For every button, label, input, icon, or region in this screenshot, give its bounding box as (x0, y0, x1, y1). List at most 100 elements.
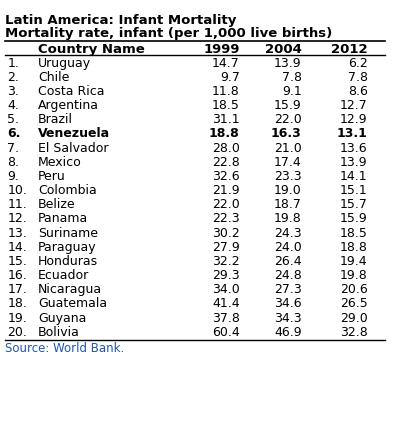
Text: 13.: 13. (7, 227, 27, 240)
Text: 17.4: 17.4 (273, 156, 301, 169)
Text: 19.8: 19.8 (339, 269, 367, 282)
Text: 6.: 6. (7, 127, 21, 140)
Text: 13.6: 13.6 (339, 142, 367, 155)
Text: 34.6: 34.6 (273, 298, 301, 311)
Text: 29.3: 29.3 (211, 269, 239, 282)
Text: 30.2: 30.2 (211, 227, 239, 240)
Text: Peru: Peru (38, 170, 66, 183)
Text: Costa Rica: Costa Rica (38, 85, 104, 98)
Text: 31.1: 31.1 (211, 113, 239, 126)
Text: Venezuela: Venezuela (38, 127, 110, 140)
Text: 22.0: 22.0 (211, 198, 239, 211)
Text: 18.8: 18.8 (209, 127, 239, 140)
Text: Belize: Belize (38, 198, 76, 211)
Text: 20.6: 20.6 (339, 283, 367, 296)
Text: 29.0: 29.0 (339, 311, 367, 324)
Text: 46.9: 46.9 (273, 326, 301, 339)
Text: 18.5: 18.5 (211, 99, 239, 112)
Text: Chile: Chile (38, 71, 69, 84)
Text: 4.: 4. (7, 99, 19, 112)
Text: 19.: 19. (7, 311, 27, 324)
Text: Nicaragua: Nicaragua (38, 283, 102, 296)
Text: Guatemala: Guatemala (38, 298, 107, 311)
Text: Ecuador: Ecuador (38, 269, 89, 282)
Text: 1999: 1999 (202, 43, 239, 56)
Text: 22.3: 22.3 (211, 213, 239, 226)
Text: 26.5: 26.5 (339, 298, 367, 311)
Text: Panama: Panama (38, 213, 88, 226)
Text: 12.7: 12.7 (339, 99, 367, 112)
Text: 14.7: 14.7 (211, 57, 239, 70)
Text: 9.: 9. (7, 170, 19, 183)
Text: 5.: 5. (7, 113, 19, 126)
Text: 12.: 12. (7, 213, 27, 226)
Text: 3.: 3. (7, 85, 19, 98)
Text: 19.8: 19.8 (273, 213, 301, 226)
Text: 37.8: 37.8 (211, 311, 239, 324)
Text: Colombia: Colombia (38, 184, 97, 197)
Text: Argentina: Argentina (38, 99, 99, 112)
Text: 16.: 16. (7, 269, 27, 282)
Text: El Salvador: El Salvador (38, 142, 109, 155)
Text: 8.: 8. (7, 156, 19, 169)
Text: 7.8: 7.8 (281, 71, 301, 84)
Text: 22.8: 22.8 (211, 156, 239, 169)
Text: 32.6: 32.6 (211, 170, 239, 183)
Text: Suriname: Suriname (38, 227, 98, 240)
Text: Source: World Bank.: Source: World Bank. (5, 342, 124, 355)
Text: 16.3: 16.3 (270, 127, 301, 140)
Text: 26.4: 26.4 (273, 255, 301, 268)
Text: 1.: 1. (7, 57, 19, 70)
Text: Brazil: Brazil (38, 113, 73, 126)
Text: 9.1: 9.1 (281, 85, 301, 98)
Text: 13.9: 13.9 (273, 57, 301, 70)
Text: 2012: 2012 (330, 43, 367, 56)
Text: 60.4: 60.4 (211, 326, 239, 339)
Text: Country Name: Country Name (38, 43, 145, 56)
Text: 14.1: 14.1 (339, 170, 367, 183)
Text: 15.7: 15.7 (339, 198, 367, 211)
Text: 27.9: 27.9 (211, 241, 239, 254)
Text: Bolivia: Bolivia (38, 326, 80, 339)
Text: 15.: 15. (7, 255, 27, 268)
Text: 19.0: 19.0 (273, 184, 301, 197)
Text: 32.2: 32.2 (211, 255, 239, 268)
Text: 18.7: 18.7 (273, 198, 301, 211)
Text: 11.: 11. (7, 198, 27, 211)
Text: Latin America: Infant Mortality: Latin America: Infant Mortality (5, 14, 236, 27)
Text: 6.2: 6.2 (347, 57, 367, 70)
Text: 18.5: 18.5 (339, 227, 367, 240)
Text: 2004: 2004 (264, 43, 301, 56)
Text: 13.1: 13.1 (336, 127, 367, 140)
Text: 24.8: 24.8 (273, 269, 301, 282)
Text: 34.0: 34.0 (211, 283, 239, 296)
Text: 23.3: 23.3 (273, 170, 301, 183)
Text: 15.9: 15.9 (273, 99, 301, 112)
Text: 32.8: 32.8 (339, 326, 367, 339)
Text: 21.0: 21.0 (273, 142, 301, 155)
Text: 18.: 18. (7, 298, 27, 311)
Text: 8.6: 8.6 (347, 85, 367, 98)
Text: 12.9: 12.9 (339, 113, 367, 126)
Text: 18.8: 18.8 (339, 241, 367, 254)
Text: 9.7: 9.7 (219, 71, 239, 84)
Text: 15.1: 15.1 (339, 184, 367, 197)
Text: 7.8: 7.8 (347, 71, 367, 84)
Text: 27.3: 27.3 (273, 283, 301, 296)
Text: 22.0: 22.0 (273, 113, 301, 126)
Text: 21.9: 21.9 (211, 184, 239, 197)
Text: 14.: 14. (7, 241, 27, 254)
Text: 2.: 2. (7, 71, 19, 84)
Text: 7.: 7. (7, 142, 19, 155)
Text: 34.3: 34.3 (273, 311, 301, 324)
Text: 11.8: 11.8 (211, 85, 239, 98)
Text: 15.9: 15.9 (339, 213, 367, 226)
Text: Honduras: Honduras (38, 255, 98, 268)
Text: Uruguay: Uruguay (38, 57, 91, 70)
Text: 24.3: 24.3 (273, 227, 301, 240)
Text: 19.4: 19.4 (339, 255, 367, 268)
Text: 24.0: 24.0 (273, 241, 301, 254)
Text: Mexico: Mexico (38, 156, 82, 169)
Text: Mortality rate, infant (per 1,000 live births): Mortality rate, infant (per 1,000 live b… (5, 27, 332, 40)
Text: 10.: 10. (7, 184, 27, 197)
